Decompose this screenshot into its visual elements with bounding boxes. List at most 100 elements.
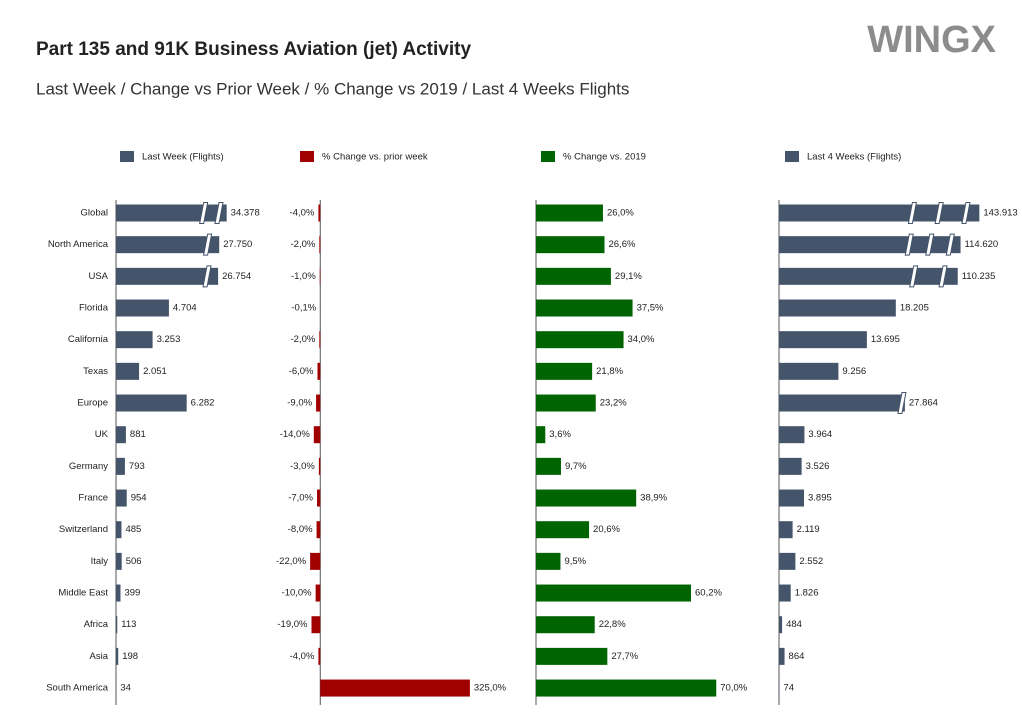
data-label: 4.704 — [173, 303, 197, 314]
data-label: 23,2% — [600, 398, 627, 409]
bar — [116, 457, 125, 475]
axis-break — [961, 202, 971, 224]
category-label: France — [78, 493, 108, 504]
data-label: 3.526 — [806, 461, 830, 472]
data-label: 113 — [121, 619, 136, 630]
bar — [536, 394, 596, 412]
data-label: -7,0% — [288, 493, 313, 504]
bar — [116, 647, 119, 665]
category-label: Europe — [77, 398, 108, 409]
bar — [536, 552, 561, 570]
data-label: 29,1% — [615, 271, 642, 282]
bar — [779, 647, 785, 665]
data-label: 881 — [130, 429, 146, 440]
data-label: 864 — [789, 651, 805, 662]
data-label: 793 — [129, 461, 145, 472]
category-label: Asia — [90, 651, 109, 662]
bar — [116, 521, 122, 539]
legend-label: Last Week (Flights) — [142, 152, 224, 163]
data-label: -19,0% — [277, 619, 308, 630]
axis-break — [203, 233, 213, 256]
category-label: South America — [46, 683, 108, 694]
bar — [116, 204, 227, 222]
data-label: 27.750 — [223, 239, 252, 250]
axis-break — [907, 202, 917, 224]
data-label: 2.051 — [143, 366, 167, 377]
legend-swatch — [541, 151, 555, 162]
bar — [316, 521, 321, 539]
data-label: 9,7% — [565, 461, 587, 472]
axis-break — [202, 265, 212, 288]
data-label: 26,0% — [607, 208, 634, 219]
bar — [536, 679, 717, 697]
bar — [315, 584, 321, 602]
data-label: 3.253 — [157, 334, 181, 345]
data-label: 954 — [131, 493, 147, 504]
bar — [116, 331, 153, 349]
data-label: -4,0% — [290, 208, 315, 219]
category-label: Africa — [84, 619, 109, 630]
data-label: 26.754 — [222, 271, 251, 282]
bar — [313, 426, 321, 444]
category-label: Florida — [79, 303, 109, 314]
category-label: UK — [95, 429, 109, 440]
bar — [116, 552, 122, 570]
bar — [536, 616, 595, 634]
bar — [536, 236, 605, 254]
bar — [779, 584, 791, 602]
bar — [311, 616, 321, 634]
data-label: 484 — [786, 619, 802, 630]
data-label: -2,0% — [291, 334, 316, 345]
category-label: Texas — [83, 366, 108, 377]
axis-break — [904, 233, 914, 256]
data-label: 114.620 — [965, 239, 999, 250]
data-label: 27.864 — [909, 398, 938, 409]
legend-label: % Change vs. prior week — [322, 152, 428, 163]
bar — [779, 362, 839, 380]
bar — [536, 331, 624, 349]
axis-break — [909, 265, 919, 288]
data-label: 399 — [124, 588, 140, 599]
data-label: 3.964 — [808, 429, 832, 440]
data-label: 2.119 — [797, 524, 820, 535]
bar — [779, 521, 793, 539]
data-label: 70,0% — [720, 683, 747, 694]
chart-title: Part 135 and 91K Business Aviation (jet)… — [36, 39, 471, 60]
bar — [779, 552, 796, 570]
data-label: 22,8% — [599, 619, 626, 630]
axis-break — [214, 202, 224, 224]
data-label: 18.205 — [900, 303, 929, 314]
data-label: 37,5% — [637, 303, 664, 314]
data-label: 34.378 — [231, 208, 260, 219]
bar — [318, 457, 321, 475]
bar — [536, 299, 633, 317]
data-label: -1,0% — [291, 271, 316, 282]
axis-break — [925, 233, 935, 256]
logo: WINGX — [867, 19, 996, 61]
data-label: 20,6% — [593, 524, 620, 535]
data-label: 21,8% — [596, 366, 623, 377]
bar — [779, 267, 958, 285]
bar — [779, 457, 802, 475]
category-label: Switzerland — [59, 524, 108, 535]
data-label: 485 — [125, 524, 141, 535]
data-label: 1.826 — [795, 588, 819, 599]
data-label: 198 — [122, 651, 138, 662]
data-label: 3.895 — [808, 493, 832, 504]
data-label: 2.552 — [799, 556, 823, 567]
bar — [536, 204, 603, 222]
data-label: -0,1% — [291, 303, 316, 314]
legend-label: Last 4 Weeks (Flights) — [807, 152, 901, 163]
data-label: -14,0% — [280, 429, 311, 440]
data-label: 27,7% — [611, 651, 638, 662]
legend-swatch — [300, 151, 314, 162]
bar — [536, 489, 637, 507]
data-label: 506 — [126, 556, 142, 567]
data-label: -2,0% — [291, 239, 316, 250]
bar — [318, 647, 321, 665]
bar — [536, 521, 590, 539]
bar — [116, 394, 187, 412]
category-label: Germany — [69, 461, 108, 472]
bar — [319, 236, 321, 254]
